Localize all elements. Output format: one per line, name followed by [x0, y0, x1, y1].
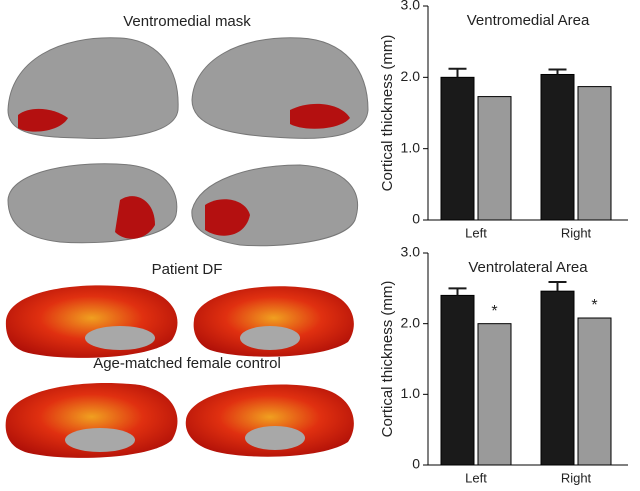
panel-label: Ventromedial mask: [123, 13, 251, 30]
bar: [477, 96, 512, 221]
bar: [540, 290, 575, 466]
y-tick-label: 2.0: [401, 314, 421, 330]
bar: [477, 323, 512, 466]
y-tick-label: 2.0: [401, 68, 421, 84]
panel-label: Patient DF: [152, 261, 223, 278]
bar: [540, 73, 575, 221]
panel-label: Age-matched female control: [93, 355, 281, 372]
bar: [440, 76, 475, 221]
y-tick-label: 3.0: [401, 244, 421, 260]
y-axis-label: Cortical thickness (mm): [379, 35, 396, 192]
x-tick-label: Left: [465, 225, 487, 240]
x-tick-label: Left: [465, 470, 487, 485]
y-tick-label: 1.0: [401, 139, 421, 155]
significance-marker: *: [591, 297, 597, 314]
y-axis-label: Cortical thickness (mm): [379, 281, 396, 438]
chart-title: Ventrolateral Area: [468, 259, 588, 276]
y-tick-label: 3.0: [401, 0, 421, 13]
bar: [577, 317, 612, 466]
y-tick-label: 0: [412, 211, 420, 227]
x-tick-label: Right: [561, 225, 592, 240]
brain-images: Ventromedial mask Patient DF Age-matched…: [5, 13, 369, 458]
y-tick-label: 1.0: [401, 385, 421, 401]
y-tick-label: 0: [412, 456, 420, 472]
chart-title: Ventromedial Area: [467, 12, 590, 29]
bar: [440, 294, 475, 466]
significance-marker: *: [491, 303, 497, 320]
bar: [577, 86, 612, 221]
x-tick-label: Right: [561, 470, 592, 485]
